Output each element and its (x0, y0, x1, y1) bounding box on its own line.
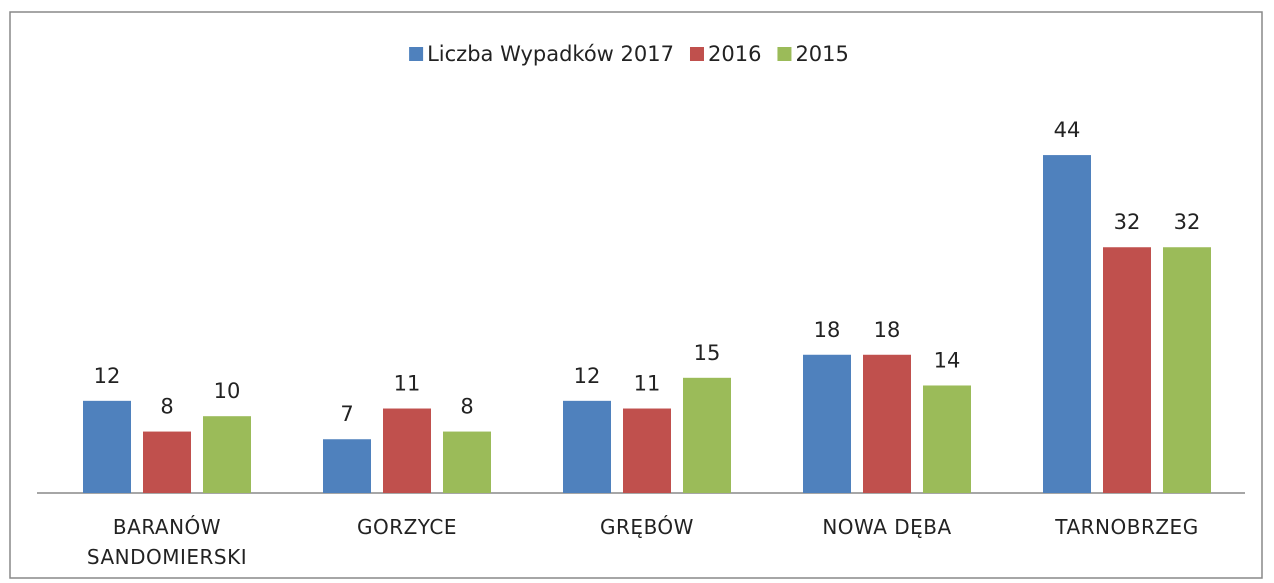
data-label: 8 (160, 395, 173, 419)
bar (923, 385, 971, 493)
bar (383, 408, 431, 493)
bar (1043, 155, 1091, 493)
bar (143, 431, 191, 493)
bar (623, 408, 671, 493)
legend-label: Liczba Wypadków 2017 (427, 42, 674, 66)
x-tick-label: GORZYCE (356, 515, 458, 539)
x-tick-label: BARANÓW SANDOMIERSKI (86, 515, 248, 569)
x-tick-label: GRĘBÓW (600, 515, 694, 539)
data-label: 11 (394, 372, 421, 396)
data-label: 10 (214, 379, 241, 403)
data-label: 11 (634, 372, 661, 396)
legend-label: 2016 (708, 42, 761, 66)
bar (863, 354, 911, 493)
data-label: 44 (1054, 118, 1081, 142)
bar (1163, 247, 1211, 493)
x-tick-label: NOWA DĘBA (822, 515, 952, 539)
legend-swatch (777, 47, 792, 61)
data-label: 32 (1114, 210, 1141, 234)
bar (683, 377, 731, 493)
data-label: 18 (874, 318, 901, 342)
data-label: 12 (574, 364, 601, 388)
bar (563, 400, 611, 493)
data-label: 12 (94, 364, 121, 388)
bar (203, 416, 251, 493)
x-tick-label: TARNOBRZEG (1055, 515, 1199, 539)
bar (83, 400, 131, 493)
bar (803, 354, 851, 493)
legend-label: 2015 (795, 42, 848, 66)
data-label: 7 (340, 402, 353, 426)
data-label: 8 (460, 395, 473, 419)
data-label: 15 (694, 341, 721, 365)
data-label: 14 (934, 348, 961, 372)
legend-swatch (689, 47, 704, 61)
bar (1103, 247, 1151, 493)
bar (323, 439, 371, 493)
data-label: 18 (814, 318, 841, 342)
data-label: 32 (1174, 210, 1201, 234)
bar (443, 431, 491, 493)
legend-swatch (409, 47, 424, 61)
